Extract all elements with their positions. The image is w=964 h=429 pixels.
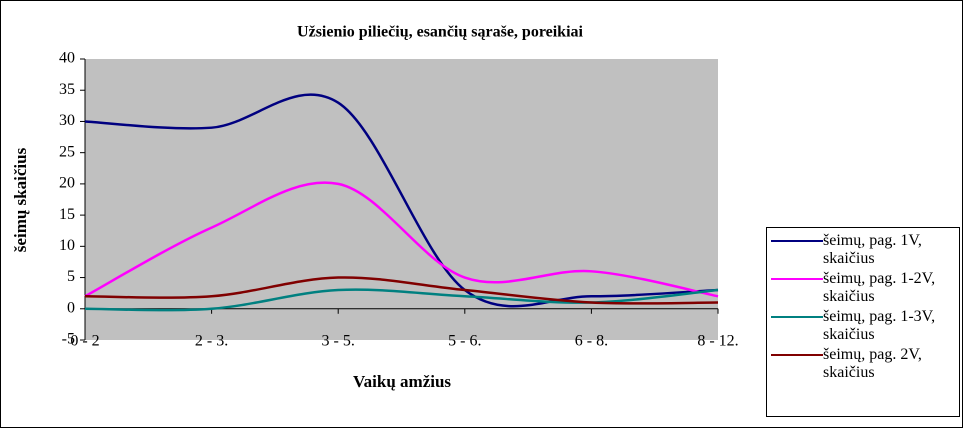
x-tick-label: 3 - 5. bbox=[322, 333, 355, 350]
legend-entry: šeimų, pag. 1-3V, skaičius bbox=[771, 308, 959, 344]
y-tick-label: 20 bbox=[59, 175, 75, 192]
x-tick-label: 0 - 2 bbox=[70, 333, 99, 350]
legend-label: šeimų, pag. 1-3V, skaičius bbox=[823, 308, 936, 343]
y-tick-label: 15 bbox=[59, 206, 75, 223]
series-line bbox=[84, 276, 719, 305]
legend-label: šeimų, pag. 2V, skaičius bbox=[823, 346, 922, 381]
y-tick-label: 10 bbox=[59, 237, 75, 254]
x-tick-label: 5 - 6. bbox=[448, 333, 481, 350]
y-tick-label: 30 bbox=[59, 112, 75, 129]
x-tick-label: 2 - 3. bbox=[195, 333, 228, 350]
legend-entry: šeimų, pag. 2V, skaičius bbox=[771, 346, 959, 382]
y-tick-label: 0 bbox=[67, 299, 75, 316]
legend-swatch bbox=[771, 240, 823, 242]
y-tick-label: 35 bbox=[59, 81, 75, 98]
series-line bbox=[84, 93, 719, 308]
chart-title: Užsienio piliečių, esančių sąraše, porei… bbox=[297, 24, 583, 41]
y-tick-label: 40 bbox=[59, 50, 75, 67]
y-tick-label: 25 bbox=[59, 143, 75, 160]
legend-label: šeimų, pag. 1V, skaičius bbox=[823, 232, 922, 267]
legend-entry: šeimų, pag. 1-2V, skaičius bbox=[771, 270, 959, 306]
legend-swatch bbox=[771, 316, 823, 318]
x-axis-label: Vaikų amžius bbox=[353, 372, 451, 391]
x-tick-label: 8 - 12. bbox=[697, 333, 738, 350]
legend-label: šeimų, pag. 1-2V, skaičius bbox=[823, 270, 936, 305]
y-axis-label: šeimų skaičius bbox=[11, 147, 30, 252]
y-tick-label: -5 bbox=[62, 331, 75, 348]
legend-swatch bbox=[771, 354, 823, 356]
y-tick-label: 5 bbox=[67, 268, 75, 285]
x-tick-label: 6 - 8. bbox=[575, 333, 608, 350]
legend: šeimų, pag. 1V, skaičius šeimų, pag. 1-2V… bbox=[766, 227, 960, 417]
plot-area bbox=[85, 59, 718, 340]
legend-swatch bbox=[771, 278, 823, 280]
series-line bbox=[84, 181, 719, 298]
legend-entry: šeimų, pag. 1V, skaičius bbox=[771, 232, 959, 268]
